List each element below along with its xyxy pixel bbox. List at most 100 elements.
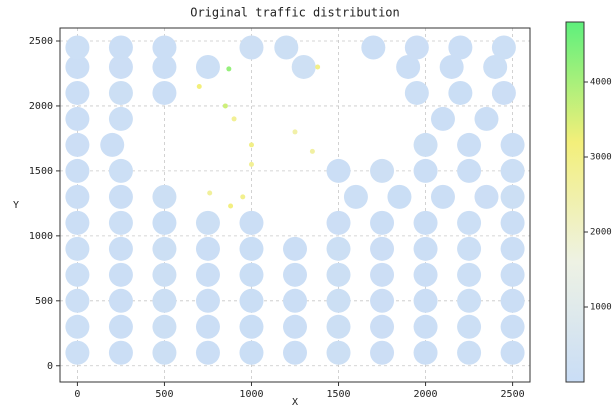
point (413, 236, 438, 261)
point (239, 340, 264, 365)
colorbar-tick-label: 3000 (590, 153, 612, 163)
point (500, 132, 525, 157)
point (65, 106, 90, 131)
point (195, 210, 220, 235)
point (65, 288, 90, 313)
point (326, 340, 351, 365)
point (292, 129, 298, 135)
point (248, 142, 254, 148)
point (430, 184, 455, 209)
y-axis-label: Y (13, 200, 19, 211)
point (222, 103, 228, 109)
point (152, 236, 177, 261)
point (108, 340, 133, 365)
point (108, 210, 133, 235)
point (152, 80, 177, 105)
chart-title: Original traffic distribution (190, 6, 400, 20)
point (448, 80, 473, 105)
point (195, 236, 220, 261)
point (195, 340, 220, 365)
point (65, 236, 90, 261)
point (65, 184, 90, 209)
point (65, 132, 90, 157)
y-tick-label: 500 (35, 296, 53, 307)
colorbar-tick-label: 1000 (590, 303, 612, 313)
point (315, 64, 321, 70)
point (240, 194, 246, 200)
point (283, 340, 307, 365)
point (326, 158, 351, 183)
point (283, 314, 307, 339)
point (152, 314, 177, 339)
point (483, 54, 508, 79)
point (239, 236, 264, 261)
point (152, 184, 177, 209)
point (326, 236, 351, 261)
point (274, 35, 299, 60)
point (370, 262, 395, 287)
point (500, 288, 525, 313)
point (326, 262, 351, 287)
point (413, 210, 438, 235)
point (226, 66, 232, 72)
point (152, 340, 177, 365)
y-tick-label: 2500 (29, 36, 53, 47)
x-tick-label: 500 (155, 389, 173, 400)
point (291, 54, 316, 79)
point (430, 106, 455, 131)
point (370, 288, 395, 313)
y-tick-label: 0 (47, 361, 53, 372)
points (65, 35, 525, 365)
point (500, 314, 525, 339)
point (283, 262, 307, 287)
y-tick-label: 1000 (29, 231, 53, 242)
point (283, 236, 307, 261)
point (248, 161, 254, 167)
point (100, 132, 125, 157)
point (457, 340, 482, 365)
point (404, 35, 429, 60)
point (65, 80, 90, 105)
point (413, 262, 438, 287)
point (231, 116, 237, 122)
x-tick-label: 2000 (414, 389, 438, 400)
point (500, 262, 525, 287)
point (474, 184, 499, 209)
point (343, 184, 368, 209)
point (65, 54, 90, 79)
point (370, 158, 395, 183)
point (152, 262, 177, 287)
point (65, 340, 90, 365)
point (448, 35, 473, 60)
point (457, 236, 482, 261)
point (239, 314, 264, 339)
colorbar-tick-label: 2000 (590, 228, 612, 238)
point (500, 236, 525, 261)
point (108, 54, 133, 79)
point (108, 236, 133, 261)
point (361, 35, 386, 60)
x-tick-label: 2500 (501, 389, 525, 400)
point (491, 35, 516, 60)
x-tick-label: 1500 (326, 389, 350, 400)
point (500, 210, 525, 235)
point (474, 106, 499, 131)
point (65, 210, 90, 235)
point (413, 314, 438, 339)
point (387, 184, 412, 209)
point (108, 184, 133, 209)
point (196, 83, 202, 89)
point (239, 210, 264, 235)
point (457, 288, 482, 313)
point (239, 288, 264, 313)
colorbar-tick-label: 4000 (590, 78, 612, 88)
point (326, 288, 351, 313)
point (152, 35, 177, 60)
point (239, 35, 264, 60)
x-tick-label: 1000 (239, 389, 263, 400)
point (396, 54, 421, 79)
point (457, 262, 482, 287)
point (108, 314, 133, 339)
point (413, 132, 438, 157)
point (500, 184, 525, 209)
